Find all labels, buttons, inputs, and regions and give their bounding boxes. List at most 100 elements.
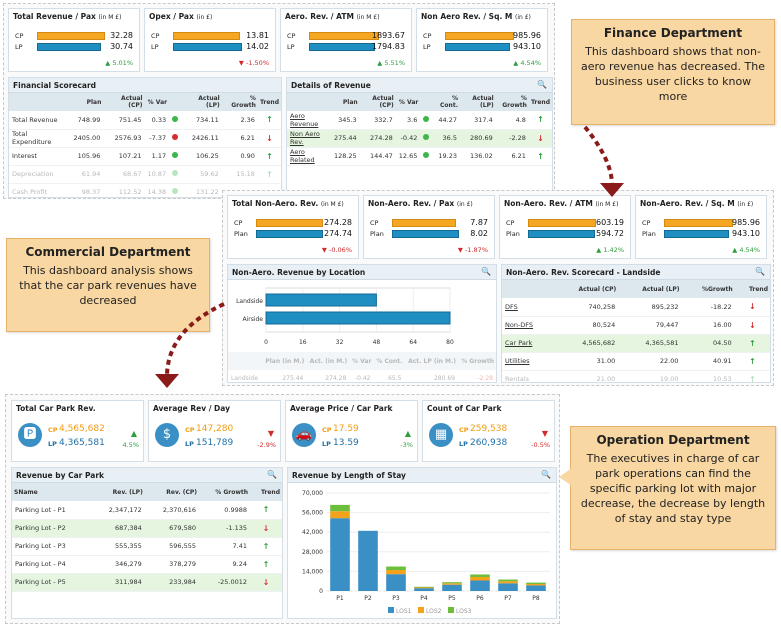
search-icon[interactable]: 🔍: [481, 267, 491, 276]
column-header: Rev. (CP): [144, 483, 200, 501]
table-row[interactable]: Non-DFS 80,524 79,447 16.00 ↓: [502, 316, 770, 335]
row-link[interactable]: Utilities: [502, 352, 555, 371]
stay-bar-segment[interactable]: [442, 582, 462, 584]
commercial-kpi-card[interactable]: Non-Aero. Rev. / Pax (in £) CP Plan 7.87…: [363, 195, 495, 259]
operation-kpi-card[interactable]: Average Price / Car Park 🚗 CP 17.59 LP 1…: [285, 400, 418, 462]
row-link[interactable]: Aero Revenue: [287, 111, 331, 130]
table-row[interactable]: Landside 275.44 274.28 -0.42 65.5 280.69 -2.28: [228, 370, 496, 382]
finance-kpi-card[interactable]: Aero. Rev. / ATM (in M £) CP LP 1893.67 …: [280, 8, 412, 72]
search-icon[interactable]: 🔍: [537, 80, 547, 89]
stay-bar-segment[interactable]: [526, 582, 546, 584]
table-row[interactable]: Interest 105.96 107.21 1.17 106.25 0.90 ↑: [9, 147, 281, 166]
actual-lp-cell: 19.00: [618, 370, 682, 382]
var-cell: 3.6: [395, 111, 421, 130]
kpi-label-2: LP: [185, 440, 194, 448]
actual-cp-cell: 332.7: [359, 111, 396, 130]
table-row[interactable]: Total Expenditure 2405.00 2576.93 -7.37 2426…: [9, 129, 281, 148]
stay-bar-segment[interactable]: [358, 530, 378, 591]
stay-bar-segment[interactable]: [414, 587, 434, 589]
x-tick-label: P7: [504, 595, 512, 602]
growth-cell: 10.53: [681, 370, 735, 382]
row-link[interactable]: Aero Related: [287, 147, 331, 166]
column-header: Actual (LP): [459, 93, 496, 111]
growth-cell: -25.0012: [199, 573, 251, 592]
commercial-kpi-card[interactable]: Total Non-Aero. Rev. (in M £) CP Plan 27…: [227, 195, 359, 259]
table-row[interactable]: Parking Lot - P4 346,279 378,279 9.24 ↑: [12, 555, 282, 574]
search-icon[interactable]: 🔍: [267, 470, 277, 479]
column-header: % Growth: [221, 93, 258, 111]
operation-kpi-card[interactable]: Average Rev / Day $ CP 147,280 LP 151,78…: [148, 400, 281, 462]
table-row[interactable]: Car Park 4,565,682 4,365,581 04.50 ↑: [502, 334, 770, 353]
stay-bar-segment[interactable]: [386, 574, 406, 591]
kpi-bar-current: [173, 32, 240, 40]
location-bar[interactable]: [265, 293, 377, 307]
row-link[interactable]: Non-DFS: [502, 316, 555, 335]
trend-up-icon: ↑: [262, 505, 270, 515]
stay-bar-segment[interactable]: [442, 584, 462, 591]
table-row[interactable]: Rentals 21.00 19.00 10.53 ↑: [502, 370, 770, 382]
operation-kpi-card[interactable]: Count of Car Park ▦ CP 259,538 LP 260,93…: [422, 400, 555, 462]
kpi-title: Total Non-Aero. Rev.: [232, 199, 319, 208]
stay-bar-segment[interactable]: [442, 583, 462, 585]
kpi-label-1: CP: [234, 219, 243, 227]
row-link[interactable]: DFS: [502, 298, 555, 317]
operation-note: Operation Department The executives in c…: [570, 426, 776, 550]
stay-bar-segment[interactable]: [526, 584, 546, 586]
stay-title: Revenue by Length of Stay: [292, 471, 406, 480]
table-row[interactable]: Aero Revenue 345.3 332.7 3.6 44.27 317.4 4.8 ↑: [287, 111, 552, 130]
growth-cell: 6.21: [495, 147, 529, 166]
stay-bar-segment[interactable]: [498, 581, 518, 584]
table-row[interactable]: Parking Lot - P5 311,984 233,984 -25.0012 ↓: [12, 573, 282, 592]
kpi-growth-value: 4.54%: [520, 59, 541, 67]
table-row[interactable]: Aero Related 128.25 144.47 12.65 19.23 136.02…: [287, 147, 552, 166]
kpi-title: Non-Aero. Rev. / Pax: [368, 199, 455, 208]
finance-kpi-card[interactable]: Total Revenue / Pax (in M £) CP LP 32.28…: [8, 8, 140, 72]
stay-bar-segment[interactable]: [386, 570, 406, 575]
growth-cell: 0.9988: [199, 501, 251, 520]
kpi-label-2: LP: [423, 43, 431, 51]
kpi-growth: ▲ 4.54%: [513, 59, 541, 67]
kpi-label-1: CP: [151, 32, 160, 40]
stay-bar-segment[interactable]: [470, 574, 490, 577]
stay-bar-segment[interactable]: [330, 511, 350, 519]
table-row[interactable]: Parking Lot - P1 2,347,172 2,370,616 0.9988…: [12, 501, 282, 520]
row-link[interactable]: Non Aero Rev.: [287, 129, 331, 148]
finance-kpi-card[interactable]: Non Aero Rev. / Sq. M (in £) CP LP 985.9…: [416, 8, 548, 72]
commercial-kpi-card[interactable]: Non-Aero. Rev. / Sq. M (in £) CP Plan 98…: [635, 195, 767, 259]
table-row[interactable]: Non Aero Rev. 275.44 274.28 -0.42 36.5 280.69…: [287, 129, 552, 148]
table-row[interactable]: Depreciation 61.94 68.67 10.87 59.62 15.18 ↑: [9, 165, 281, 184]
stay-bar-segment[interactable]: [414, 586, 434, 588]
stay-bar-segment[interactable]: [330, 504, 350, 512]
stay-bar-segment[interactable]: [414, 588, 434, 591]
table-row[interactable]: DFS 740,258 895,232 -18.22 ↓: [502, 298, 770, 317]
column-header: Actual (LP): [181, 93, 222, 111]
stay-bar-segment[interactable]: [526, 585, 546, 591]
table-row[interactable]: Total Revenue 748.99 751.45 0.33 734.11 2.36 ↑: [9, 111, 281, 130]
commercial-kpi-card[interactable]: Non-Aero. Rev. / ATM (in M £) CP Plan 60…: [499, 195, 631, 259]
search-icon[interactable]: 🔍: [541, 470, 551, 479]
location-bar[interactable]: [265, 311, 451, 325]
stay-bar-segment[interactable]: [386, 566, 406, 571]
stay-bar-segment[interactable]: [470, 580, 490, 592]
kpi-unit: (in M £): [595, 201, 619, 208]
table-row[interactable]: Parking Lot - P3 555,355 596,555 7.41 ↑: [12, 537, 282, 556]
row-link[interactable]: Car Park: [502, 334, 555, 353]
cont-cell: 65.5: [373, 370, 405, 382]
kpi-label-2: LP: [15, 43, 23, 51]
y-tick-label: 56,000: [302, 510, 323, 517]
table-row[interactable]: Utilities 31.00 22.00 40.91 ↑: [502, 352, 770, 371]
commercial-dashboard: Total Non-Aero. Rev. (in M £) CP Plan 27…: [222, 190, 774, 386]
stay-bar-segment[interactable]: [498, 583, 518, 591]
kpi-unit: (in £): [456, 201, 473, 208]
table-row[interactable]: Parking Lot - P2 687,384 679,580 -1.135 ↓: [12, 519, 282, 538]
operation-kpi-card[interactable]: Total Car Park Rev. 🅿 CP 4,565,682 LP 4,…: [11, 400, 144, 462]
var-cell: -0.42: [395, 129, 421, 148]
search-icon[interactable]: 🔍: [755, 267, 765, 276]
stay-bar-segment[interactable]: [470, 577, 490, 581]
stay-bar-segment[interactable]: [330, 518, 350, 591]
stay-bar-segment[interactable]: [498, 579, 518, 582]
finance-kpi-card[interactable]: Opex / Pax (in £) CP LP 13.81 14.02 ▼ -1…: [144, 8, 276, 72]
row-link[interactable]: Rentals: [502, 370, 555, 382]
details-of-revenue: Details of Revenue 🔍 Plan Actual (CP)% Var…: [286, 77, 553, 198]
trend-up-icon: ↑: [537, 151, 544, 161]
